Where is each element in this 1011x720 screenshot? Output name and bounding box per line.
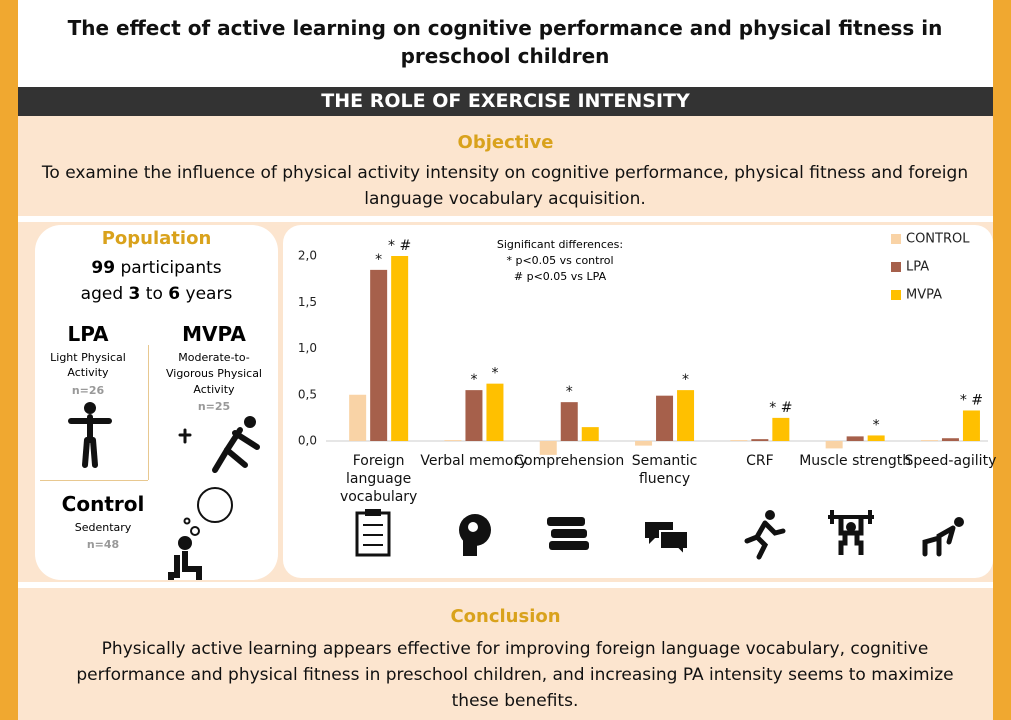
- group-n: n=26: [71, 384, 105, 397]
- bar: [444, 440, 462, 441]
- bar: [867, 435, 885, 441]
- bar: [539, 441, 557, 455]
- mvpa-figure: [178, 416, 260, 473]
- x-tick-label: Speed-agility: [904, 453, 997, 469]
- objective-heading: Objective: [457, 132, 554, 153]
- y-tick-label: 0,0: [298, 434, 317, 448]
- bar: [391, 256, 409, 441]
- objective-text: To examine the influence of physical act…: [41, 163, 969, 209]
- legend-swatch: [891, 262, 901, 272]
- significance-label: *: [375, 252, 382, 268]
- bar: [730, 440, 748, 441]
- y-tick-label: 1,0: [298, 341, 317, 355]
- note: * p<0.05 vs control: [506, 254, 613, 267]
- age-prefix: aged: [80, 284, 124, 304]
- legend-swatch: [891, 234, 901, 244]
- count-unit: participants: [120, 258, 222, 278]
- note: Significant differences:: [497, 238, 623, 251]
- right-stripe: [993, 0, 1011, 720]
- significance-label: *: [682, 372, 689, 388]
- group-name: Control: [61, 492, 145, 516]
- x-tick-label: Foreign language vocabulary: [339, 453, 418, 505]
- age-max: 6: [168, 284, 181, 304]
- group-description: Sedentary: [74, 521, 132, 534]
- conclusion-text: Physically active learning appears effec…: [76, 639, 954, 711]
- group-n: n=48: [86, 538, 120, 551]
- population-heading: Population: [101, 228, 212, 249]
- bar: [941, 438, 959, 441]
- x-tick-label: Muscle strength: [799, 453, 912, 469]
- bar: [751, 439, 769, 441]
- significance-label: *: [470, 372, 477, 388]
- population-count: 99 participants: [35, 258, 278, 278]
- legend-label: CONTROL: [906, 232, 970, 247]
- bar: [370, 269, 388, 441]
- bar: [962, 410, 980, 441]
- group-n: n=25: [197, 400, 231, 413]
- note: # p<0.05 vs LPA: [514, 270, 607, 283]
- y-tick-label: 0,5: [298, 387, 317, 401]
- group-name: LPA: [67, 322, 109, 346]
- significance-label: *: [566, 384, 573, 400]
- lpa-figure: [68, 402, 112, 468]
- bar: [465, 390, 483, 441]
- significance-label: *: [491, 366, 498, 382]
- subtitle: THE ROLE OF EXERCISE INTENSITY: [18, 87, 993, 116]
- group-description: Moderate-to-Vigorous Physical Activity: [165, 351, 262, 396]
- population-card: [35, 225, 278, 580]
- x-tick-label: Comprehension: [514, 453, 625, 469]
- bar: [581, 427, 599, 441]
- significance-label: * #: [769, 400, 792, 416]
- group-name: MVPA: [182, 322, 246, 346]
- bar: [560, 402, 578, 441]
- conclusion-section: [18, 588, 993, 720]
- bar: [825, 441, 843, 449]
- age-min: 3: [128, 284, 141, 304]
- population-age: aged 3 to 6 years: [35, 284, 278, 304]
- bar: [656, 395, 674, 441]
- objective-section: [18, 116, 993, 216]
- left-stripe: [0, 0, 18, 720]
- bar: [772, 417, 790, 441]
- title: The effect of active learning on cogniti…: [67, 16, 943, 68]
- chart: Significant differences: * p<0.05 vs con…: [298, 232, 988, 560]
- significance-label: * #: [960, 392, 983, 408]
- bar: [635, 441, 653, 446]
- significance-label: * #: [388, 238, 411, 254]
- divider: [40, 480, 148, 481]
- y-tick-label: 1,5: [298, 295, 317, 309]
- x-tick-label: CRF: [746, 453, 774, 469]
- age-unit: years: [185, 284, 233, 304]
- legend-swatch: [891, 290, 901, 300]
- population-icons: [68, 402, 260, 580]
- bar: [677, 390, 695, 441]
- group-description: Light Physical Activity: [50, 351, 126, 379]
- bar: [349, 394, 367, 441]
- x-tick-label: Verbal memory: [420, 453, 528, 469]
- bar: [486, 383, 504, 441]
- legend-label: LPA: [906, 260, 929, 275]
- category-icons: [355, 509, 964, 560]
- x-tick-label: Semantic fluency: [631, 453, 698, 487]
- bar: [846, 436, 864, 441]
- significance-label: *: [873, 417, 880, 433]
- age-mid: to: [145, 284, 163, 304]
- conclusion-heading: Conclusion: [450, 606, 561, 627]
- y-tick-label: 2,0: [298, 249, 317, 263]
- bar: [920, 440, 938, 441]
- divider: [148, 345, 149, 480]
- control-figure: [168, 487, 233, 580]
- legend-label: MVPA: [906, 288, 942, 303]
- count: 99: [91, 258, 116, 278]
